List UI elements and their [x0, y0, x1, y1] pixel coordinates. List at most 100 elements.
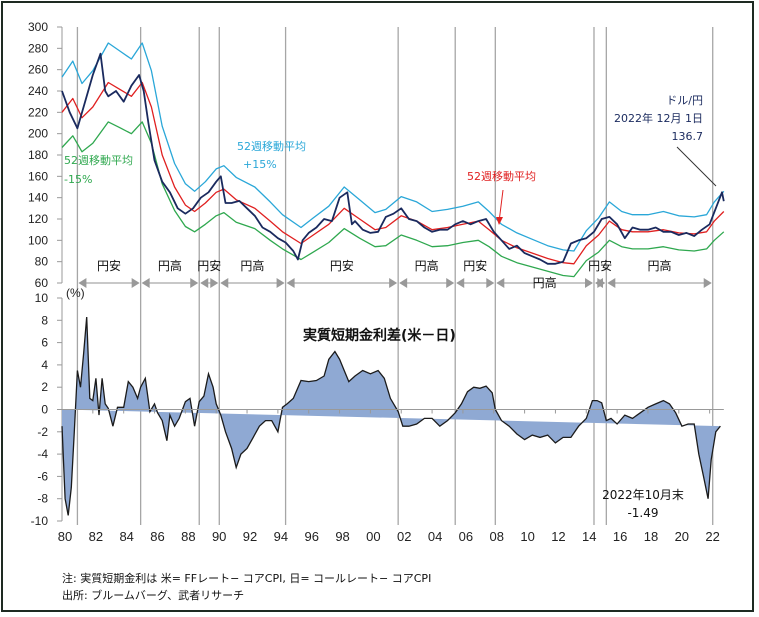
regime-arrowhead-right: [276, 278, 285, 288]
lower-y-tick-label: -6: [37, 469, 48, 483]
lower-y-tick-label: -4: [37, 447, 48, 461]
regime-label: 円高: [648, 258, 672, 273]
upper-y-tick-label: 240: [28, 84, 48, 98]
lower-series: [61, 316, 724, 516]
ma-pointer-arrowhead: [496, 217, 503, 225]
series-line-3: [61, 121, 725, 278]
regime-dividers: [76, 27, 714, 525]
x-tick-label: 20: [675, 529, 689, 544]
upper-y-tick-label: 160: [28, 169, 48, 183]
x-tick-label: 18: [644, 529, 658, 544]
x-tick-label: 92: [243, 529, 257, 544]
regime-label: 円安: [97, 258, 121, 273]
upper-y-tick-label: 140: [28, 191, 48, 205]
upper-band-label-1: 52週移動平均: [237, 139, 306, 153]
x-tick-label: 14: [582, 529, 596, 544]
lower-y-tick-label: -2: [37, 425, 48, 439]
upper-y-tick-label: 60: [35, 276, 49, 290]
x-tick-label: 10: [520, 529, 534, 544]
lower-y-tick-label: 10: [35, 291, 49, 305]
x-tick-label: 16: [613, 529, 627, 544]
regime-arrowhead-left: [496, 278, 505, 288]
regime-arrowhead-right: [703, 278, 712, 288]
x-tick-label: 00: [366, 529, 380, 544]
x-tick-label: 90: [212, 529, 226, 544]
lower-chart-title: 実質短期金利差(米－日): [303, 327, 456, 344]
upper-y-tick-label: 260: [28, 63, 48, 77]
x-tick-label: 96: [304, 529, 318, 544]
regime-arrowhead-left: [220, 278, 229, 288]
lower-y-tick-label: -8: [37, 492, 48, 506]
x-tick-label: 82: [89, 529, 103, 544]
series-line-2: [61, 42, 725, 252]
upper-band-label-2: +15%: [243, 158, 277, 171]
spread-annotation-2: -1.49: [627, 506, 658, 520]
upper-y-tick-label: 180: [28, 148, 48, 162]
regime-label: 円安: [588, 258, 612, 273]
regime-arrowhead-right: [446, 278, 455, 288]
upper-series: [61, 42, 725, 278]
upper-y-tick-label: 100: [28, 233, 48, 247]
lower-y-tick-label: 8: [41, 313, 48, 327]
regime-arrowhead-right: [584, 278, 593, 288]
regime-label: 円安: [463, 258, 487, 273]
x-tick-label: 80: [58, 529, 72, 544]
upper-y-ticks: 300 280 260 240 220 200 180 160 140 120 100 80 60: [28, 20, 62, 290]
spread-annotation-1: 2022年10月末: [602, 488, 684, 502]
x-tick-label: 04: [428, 529, 442, 544]
latest-label-3: 136.7: [672, 130, 704, 143]
regime-arrowhead-right: [131, 278, 140, 288]
regime-arrowhead-left: [78, 278, 87, 288]
regime-label: 円高: [533, 275, 557, 290]
lower-y-tick-label: 2: [41, 380, 48, 394]
upper-y-tick-label: 220: [28, 105, 48, 119]
regime-label: 円高: [415, 258, 439, 273]
x-tick-label: 84: [119, 529, 133, 544]
upper-y-tick-label: 80: [35, 255, 49, 269]
x-tick-label: 88: [181, 529, 195, 544]
regime-label: 円安: [330, 258, 354, 273]
latest-label-1: ドル/円: [666, 94, 703, 107]
lower-band-label-2: -15%: [64, 173, 92, 186]
regime-label: 円高: [240, 258, 264, 273]
lower-y-tick-label: 6: [41, 336, 48, 350]
regime-arrowhead-left: [141, 278, 150, 288]
regime-arrowhead-left: [286, 278, 295, 288]
x-axis-ticks: 80 82 84 86 88 90 92 94 96 98 00 02 04 06 08 10 12 14 16 18…: [58, 529, 720, 544]
x-tick-label: 06: [459, 529, 473, 544]
regime-arrowhead-left: [607, 278, 616, 288]
regime-label: 円安: [197, 258, 221, 273]
upper-chart: 300 280 260 240 220 200 180 160 140 120 100 80 60 円安…: [28, 20, 725, 290]
lower-y-tick-label: 4: [41, 358, 48, 372]
spread-line: [61, 316, 721, 516]
regime-label: 円高: [158, 258, 182, 273]
x-tick-label: 86: [150, 529, 164, 544]
regime-arrowhead-left: [399, 278, 408, 288]
upper-y-tick-label: 200: [28, 127, 48, 141]
regime-arrowhead-right: [210, 278, 219, 288]
lower-y-unit: (%): [66, 286, 85, 300]
x-tick-label: 94: [274, 529, 288, 544]
lower-band-label-1: 52週移動平均: [64, 153, 133, 167]
regime-arrowhead-right: [597, 278, 606, 288]
x-tick-label: 12: [551, 529, 565, 544]
series-line-0: [61, 52, 725, 265]
regime-arrowhead-left: [200, 278, 209, 288]
latest-label-2: 2022年 12月 1日: [614, 111, 703, 125]
upper-y-tick-label: 280: [28, 41, 48, 55]
lower-y-tick-label: 0: [41, 403, 48, 417]
x-tick-label: 02: [397, 529, 411, 544]
upper-y-tick-label: 300: [28, 20, 48, 34]
footnote-note: 注: 実質短期金利は 米= FFレート− コアCPI, 日= コールレート− コ…: [62, 572, 432, 585]
footnote-source: 出所: ブルームバーグ、武者リサーチ: [62, 589, 245, 602]
lower-y-tick-label: -10: [31, 514, 49, 528]
latest-pointer-line: [676, 146, 717, 187]
x-tick-label: 98: [335, 529, 349, 544]
regime-arrowhead-right: [190, 278, 199, 288]
regime-arrowhead-left: [456, 278, 465, 288]
spread-area: [62, 317, 721, 516]
